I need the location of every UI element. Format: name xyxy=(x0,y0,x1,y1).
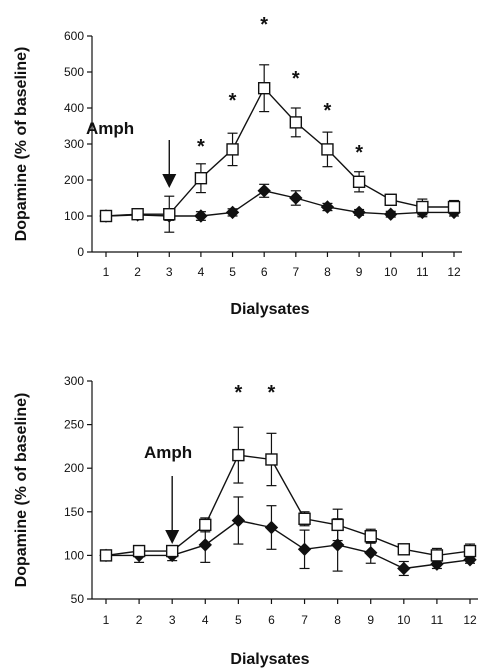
filled-diamond-point xyxy=(320,200,335,214)
open-square-point xyxy=(99,549,113,562)
amph-arrow-head xyxy=(162,174,177,188)
filled-diamond-series-line xyxy=(105,190,454,217)
open-square-point xyxy=(384,193,397,207)
y-tick-label: 250 xyxy=(64,418,84,432)
filled-diamond-point xyxy=(257,184,271,198)
filled-diamond-series-line xyxy=(106,519,471,570)
significance-star: * xyxy=(229,90,237,112)
y-tick-label: 200 xyxy=(64,461,84,475)
significance-star: * xyxy=(268,382,276,404)
significance-star: * xyxy=(260,14,268,36)
y-tick-label: 50 xyxy=(71,592,85,606)
x-axis-label: Dialysates xyxy=(230,301,309,318)
open-square-point xyxy=(447,200,461,214)
x-tick-label: 4 xyxy=(198,265,205,279)
y-tick-label: 500 xyxy=(64,65,84,79)
open-square-point xyxy=(199,518,212,532)
x-tick-label: 9 xyxy=(367,613,374,627)
significance-star: * xyxy=(324,100,332,122)
open-square-point xyxy=(132,544,146,558)
x-tick-label: 3 xyxy=(169,613,176,627)
open-square-point xyxy=(352,175,366,189)
open-square-point xyxy=(397,543,411,556)
open-square-point xyxy=(226,143,239,156)
x-tick-label: 5 xyxy=(235,613,242,627)
y-tick-label: 600 xyxy=(64,29,84,43)
x-tick-label: 8 xyxy=(324,265,331,279)
x-tick-label: 10 xyxy=(384,265,398,279)
open-square-point xyxy=(298,512,311,525)
amph-label: Amph xyxy=(144,443,192,462)
filled-diamond-point xyxy=(194,209,208,223)
y-tick-label: 100 xyxy=(64,548,84,562)
x-tick-label: 12 xyxy=(447,265,461,279)
x-tick-label: 5 xyxy=(229,265,236,279)
open-square-point xyxy=(364,530,377,543)
amph-label: Amph xyxy=(86,119,134,138)
filled-diamond-point xyxy=(364,546,378,560)
filled-diamond-point xyxy=(330,538,345,552)
y-tick-label: 150 xyxy=(64,505,84,519)
filled-diamond-point xyxy=(352,205,366,220)
open-square-series-line xyxy=(105,454,471,557)
open-square-point xyxy=(131,207,144,221)
significance-star: * xyxy=(355,142,363,164)
open-square-point xyxy=(430,549,444,562)
x-tick-label: 11 xyxy=(416,265,429,279)
y-tick-label: 300 xyxy=(64,137,84,151)
y-tick-label: 100 xyxy=(64,209,84,223)
open-square-point xyxy=(232,448,245,462)
x-tick-label: 2 xyxy=(134,265,141,279)
y-tick-label: 300 xyxy=(64,374,84,388)
open-square-point xyxy=(463,544,477,558)
open-square-point xyxy=(416,200,429,214)
filled-diamond-point xyxy=(225,205,240,220)
amph-arrow-head xyxy=(165,530,180,544)
filled-diamond-point xyxy=(231,513,246,528)
x-tick-label: 6 xyxy=(261,265,268,279)
x-tick-label: 9 xyxy=(356,265,363,279)
x-tick-label: 12 xyxy=(463,613,477,627)
x-tick-label: 3 xyxy=(166,265,173,279)
x-tick-label: 4 xyxy=(202,613,209,627)
y-tick-label: 200 xyxy=(64,173,84,187)
filled-diamond-point xyxy=(297,542,312,557)
y-axis-label: Dopamine (% of baseline) xyxy=(13,393,30,588)
y-axis-label: Dopamine (% of baseline) xyxy=(13,47,30,242)
open-square-point xyxy=(289,116,303,129)
x-tick-label: 7 xyxy=(292,265,299,279)
filled-diamond-point xyxy=(397,561,411,576)
open-square-point xyxy=(331,518,344,532)
x-tick-label: 8 xyxy=(334,613,341,627)
x-tick-label: 11 xyxy=(431,613,444,627)
open-square-point xyxy=(163,207,176,221)
x-tick-label: 2 xyxy=(136,613,143,627)
x-axis-label: Dialysates xyxy=(230,651,309,668)
open-square-point xyxy=(265,453,278,466)
significance-star: * xyxy=(197,136,205,158)
open-square-series-line xyxy=(105,86,454,217)
open-square-point xyxy=(257,81,271,95)
x-tick-label: 1 xyxy=(103,265,110,279)
y-tick-label: 0 xyxy=(77,245,84,259)
open-square-point xyxy=(165,544,179,558)
open-square-point xyxy=(321,143,334,156)
open-square-point xyxy=(194,171,208,185)
x-tick-label: 6 xyxy=(268,613,275,627)
x-tick-label: 1 xyxy=(103,613,110,627)
open-square-point xyxy=(99,209,113,223)
filled-diamond-point xyxy=(289,191,303,205)
filled-diamond-point xyxy=(264,520,279,535)
x-tick-label: 10 xyxy=(397,613,411,627)
filled-diamond-point xyxy=(198,538,212,552)
significance-star: * xyxy=(292,68,300,90)
filled-diamond-point xyxy=(384,207,398,221)
significance-star: * xyxy=(234,382,242,404)
x-tick-label: 7 xyxy=(301,613,308,627)
y-tick-label: 400 xyxy=(64,101,84,115)
